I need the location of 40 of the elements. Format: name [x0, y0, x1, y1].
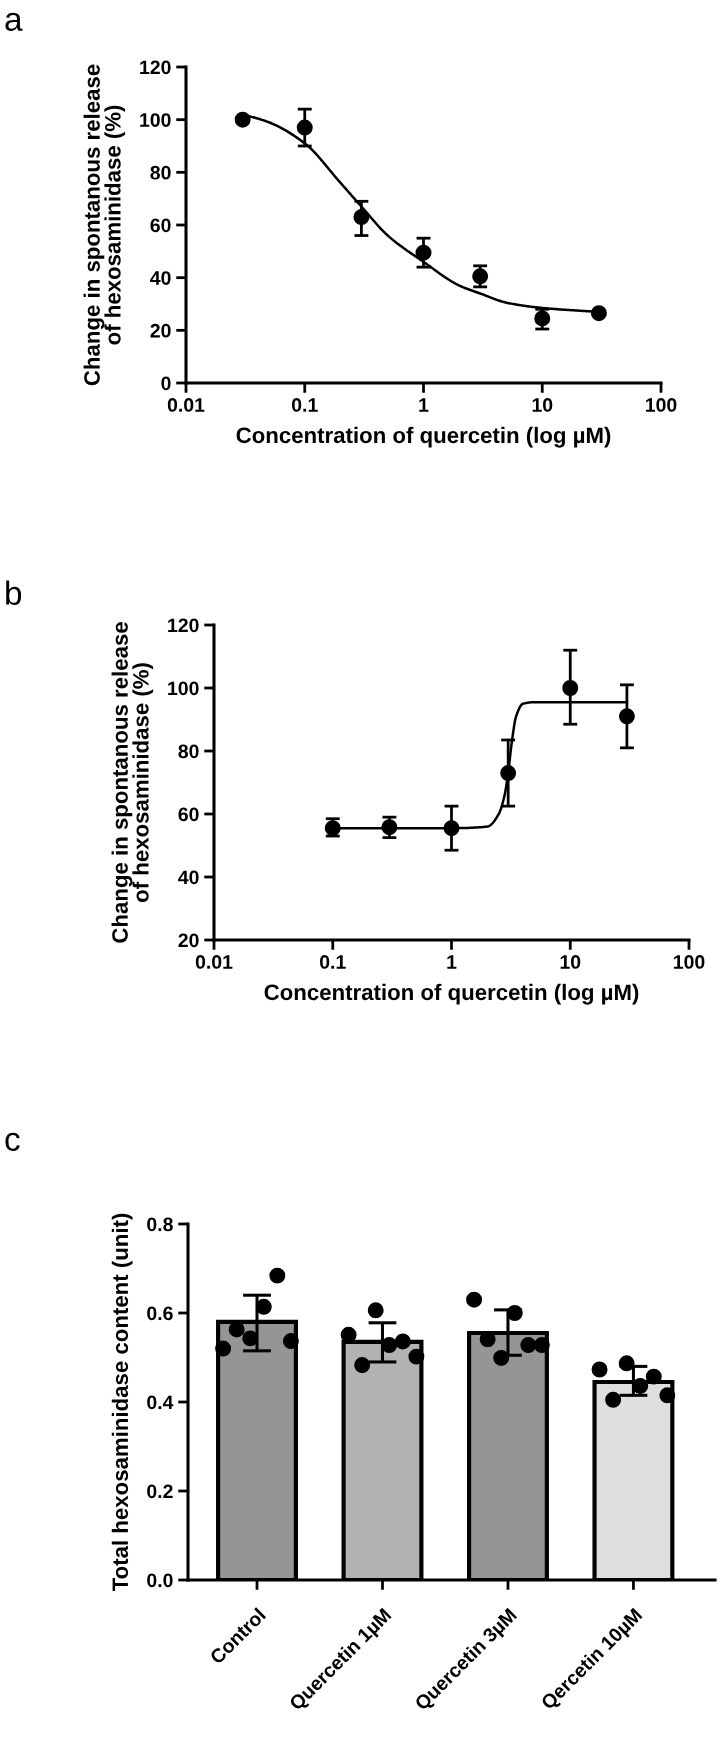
x-tick-label: 0.01: [167, 398, 205, 412]
point: [443, 820, 460, 837]
y-tick-label: 60: [178, 807, 199, 822]
x-axis-title: Concentration of quercetin (log µM): [264, 983, 639, 1005]
point: [381, 819, 398, 836]
x-tick-label: 1: [419, 398, 429, 412]
x-tick-label: 100: [646, 398, 677, 412]
y-tick-label: 120: [140, 60, 171, 75]
y-tick-label: 40: [150, 271, 171, 285]
x-tick-label: 10: [560, 955, 581, 969]
y-axis-title: Total hexosaminidase content (unit): [111, 1213, 133, 1592]
y-tick-label: 0: [161, 376, 171, 391]
x-tick-label: 10: [532, 398, 553, 412]
x-tick-label: 0.1: [292, 398, 318, 412]
y-tick-label: 0.0: [147, 1573, 173, 1588]
point: [500, 765, 517, 782]
y-tick-label: 80: [178, 744, 199, 759]
y-tick-label: 60: [150, 218, 171, 233]
y-tick-label: 0.8: [147, 1217, 173, 1232]
x-axis-title: Concentration of quercetin (log µM): [236, 426, 611, 448]
chart-title: a: [5, 12, 23, 31]
y-tick-label: 0.4: [147, 1395, 174, 1410]
y-tick-label: 120: [168, 618, 199, 633]
x-tick-label: 1: [447, 955, 457, 969]
y-tick-label: 40: [178, 870, 199, 885]
y-tick-label: 100: [168, 681, 199, 696]
point: [618, 708, 635, 725]
y-axis-title: Change in spontanous release of hexosaminidase (%): [111, 622, 154, 943]
x-tick-label: 100: [674, 955, 705, 969]
y-tick-label: 0.6: [147, 1306, 173, 1321]
y-axis-title: Change in spontanous release of hexosaminidase (%): [83, 64, 126, 386]
y-tick-label: 20: [178, 933, 199, 948]
chart-title: c: [5, 1132, 20, 1151]
y-tick-label: 100: [140, 113, 171, 127]
y-tick-label: 80: [150, 165, 171, 180]
y-tick-label: 0.2: [147, 1484, 173, 1499]
x-tick-label: 0.1: [320, 955, 346, 969]
chart-title: b: [6, 580, 22, 605]
x-tick-label: 0.01: [195, 955, 233, 969]
y-tick-label: 20: [150, 323, 171, 338]
